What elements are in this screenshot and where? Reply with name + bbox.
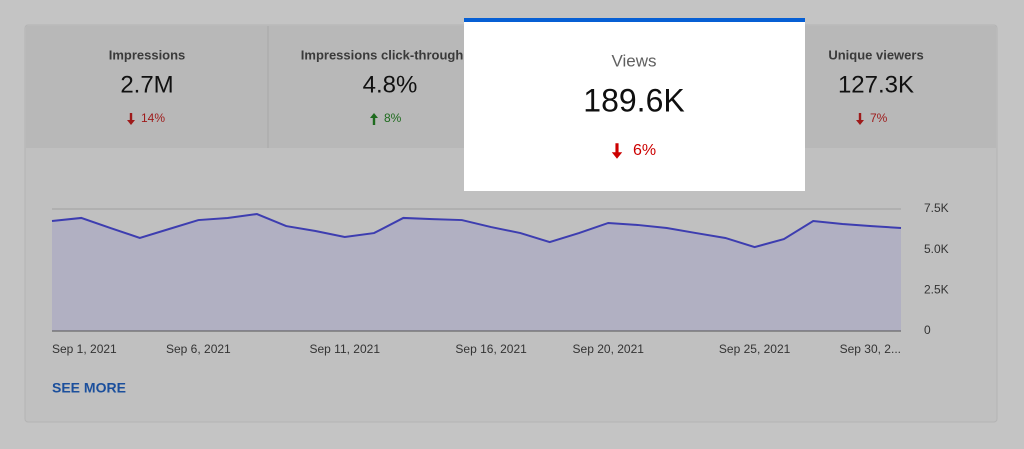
x-tick-label: Sep 11, 2021	[310, 342, 381, 356]
metric-change: 14%	[141, 111, 165, 125]
metric-value: 4.8%	[363, 71, 418, 98]
metric-value: 2.7M	[120, 71, 173, 98]
y-tick-label: 5.0K	[924, 242, 949, 256]
metric-change: 8%	[384, 111, 402, 125]
trend-arrow	[127, 113, 135, 125]
metric-label: Views	[611, 51, 656, 70]
metric-value: 189.6K	[583, 82, 684, 118]
metrics: Impressions 2.7M 14% Impressions click-thro…	[109, 47, 924, 125]
x-tick-label: Sep 6, 2021	[166, 342, 231, 356]
x-tick-label: Sep 20, 2021	[573, 342, 645, 356]
x-tick-label: Sep 25, 2021	[719, 342, 791, 356]
y-tick-label: 7.5K	[924, 201, 949, 215]
trend-arrow	[370, 113, 378, 125]
line	[51, 213, 902, 249]
metric-value: 127.3K	[838, 71, 914, 98]
see-more-link[interactable]: SEE MORE	[52, 380, 126, 396]
metric-label: Impressions click-through ra	[301, 47, 480, 62]
metric-label: Impressions	[109, 47, 186, 62]
x-tick-label: Sep 1, 2021	[52, 342, 117, 356]
metric-change: 7%	[870, 111, 888, 125]
metric-label: Unique viewers	[828, 47, 923, 62]
area-fill	[52, 214, 901, 331]
x-tick-label: Sep 30, 2...	[840, 342, 901, 356]
card-accent	[464, 18, 805, 22]
chart: 0 2.5K 5.0K 7.5K Sep 1, 2021 Sep 6, 2021 Sep 1…	[51, 201, 949, 356]
highlight-card: Views 189.6K 6%	[464, 18, 805, 191]
trend-arrow	[856, 113, 864, 125]
x-tick-label: Sep 16, 2021	[455, 342, 527, 356]
y-tick-label: 0	[924, 323, 931, 337]
trend-arrow	[611, 143, 623, 159]
y-tick-label: 2.5K	[924, 283, 949, 297]
card-bg	[464, 18, 805, 191]
metric-change: 6%	[633, 142, 656, 159]
